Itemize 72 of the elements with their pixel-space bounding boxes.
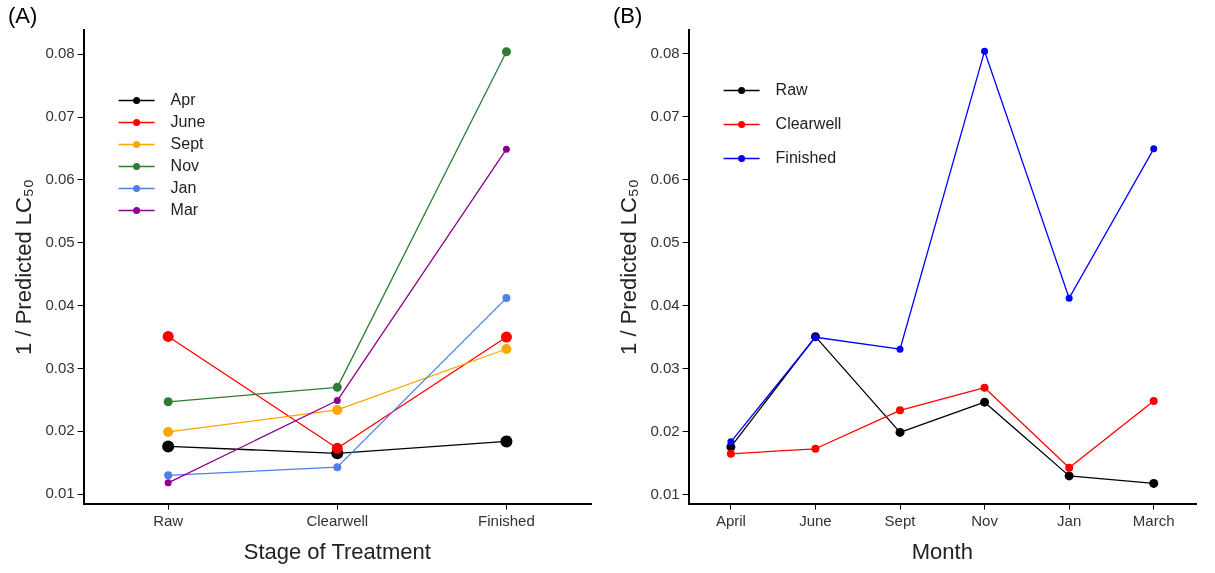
point [895, 427, 905, 437]
y-tick-label: 0.08 [650, 43, 680, 61]
x-tick-label: Clearwell [306, 511, 369, 529]
y-tick-label: 0.07 [45, 107, 75, 125]
point [1064, 471, 1074, 481]
point [332, 382, 342, 392]
legend-label: Mar [170, 200, 199, 218]
y-tick-label: 0.03 [650, 358, 680, 376]
legend-label: Nov [170, 156, 200, 174]
point [332, 404, 343, 415]
legend-label: June [170, 112, 206, 130]
point [727, 438, 735, 446]
point [726, 449, 735, 458]
y-tick-label: 0.06 [650, 169, 680, 187]
y-tick-label: 0.04 [650, 295, 680, 313]
legend-label: Jan [170, 178, 197, 196]
legend-label: Apr [170, 90, 197, 108]
point [1149, 478, 1159, 488]
point [1150, 145, 1158, 153]
point [163, 397, 173, 407]
point [164, 479, 172, 487]
point [500, 331, 512, 343]
y-tick-label: 0.06 [45, 170, 75, 188]
point [501, 344, 512, 355]
point [163, 426, 174, 437]
y-axis-title: 1 / Predicted LC₅₀ [616, 179, 642, 355]
point [331, 442, 343, 454]
point [333, 397, 341, 405]
point [1065, 294, 1073, 302]
point [164, 471, 173, 480]
point [980, 397, 990, 407]
point [162, 330, 174, 342]
x-tick-label: Jan [1057, 511, 1082, 529]
point [162, 440, 175, 453]
y-tick-label: 0.04 [45, 295, 75, 313]
x-tick-label: Sept [884, 511, 917, 529]
point [501, 47, 511, 57]
point [500, 435, 513, 448]
y-tick-label: 0.05 [45, 232, 75, 250]
y-axis-title: 1 / Predicted LC₅₀ [11, 179, 37, 355]
x-tick-label: April [715, 511, 746, 529]
point [502, 145, 510, 153]
point [811, 444, 820, 453]
legend-label: Clearwell [775, 114, 842, 132]
x-tick-label: Nov [971, 511, 999, 529]
point [896, 406, 905, 415]
y-tick-label: 0.03 [45, 358, 75, 376]
point [980, 383, 989, 392]
y-tick-label: 0.02 [650, 421, 680, 439]
point [502, 294, 511, 303]
legend-label: Finished [775, 148, 837, 166]
y-tick-label: 0.08 [45, 44, 75, 62]
y-tick-label: 0.05 [650, 232, 680, 250]
point [896, 345, 904, 353]
y-tick-label: 0.07 [650, 106, 680, 124]
x-tick-label: June [799, 511, 832, 529]
x-tick-label: Finished [478, 511, 535, 529]
legend-label: Sept [170, 134, 205, 152]
y-tick-label: 0.01 [650, 484, 680, 502]
x-axis-title: Month [911, 538, 973, 564]
y-tick-label: 0.02 [45, 421, 75, 439]
point [333, 463, 342, 472]
x-axis-title: Stage of Treatment [243, 538, 431, 564]
point [1149, 396, 1158, 405]
chart-title: (B) [613, 3, 643, 29]
legend-label: Raw [775, 80, 809, 98]
chart-title: (A) [8, 3, 38, 29]
point [981, 47, 989, 55]
y-tick-label: 0.01 [45, 484, 75, 502]
x-tick-label: Raw [153, 511, 184, 529]
x-tick-label: March [1132, 511, 1175, 529]
point [1065, 463, 1074, 472]
